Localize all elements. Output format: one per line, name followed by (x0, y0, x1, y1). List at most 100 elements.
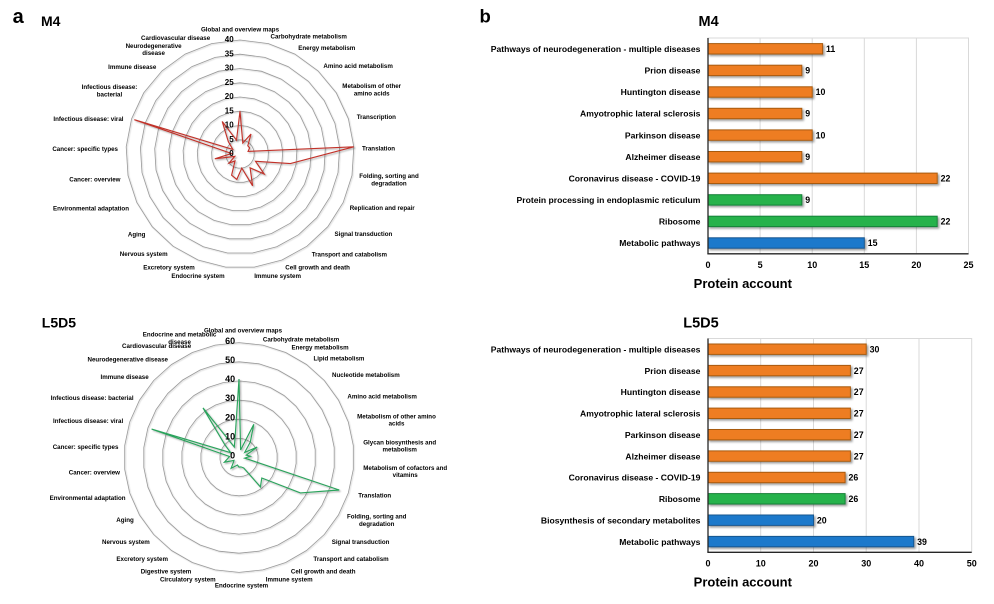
svg-text:10: 10 (816, 87, 826, 97)
svg-text:26: 26 (849, 494, 859, 504)
svg-text:a: a (13, 6, 25, 28)
svg-text:Environmental adaptation: Environmental adaptation (53, 205, 129, 212)
svg-text:Metabolic pathways: Metabolic pathways (619, 537, 700, 547)
svg-text:27: 27 (854, 430, 864, 440)
svg-text:Immune disease: Immune disease (101, 374, 150, 381)
svg-text:Cancer: overview: Cancer: overview (69, 176, 120, 183)
svg-text:Nervous system: Nervous system (120, 251, 168, 258)
svg-text:20: 20 (911, 260, 921, 270)
svg-text:40: 40 (225, 374, 235, 384)
svg-text:Prion disease: Prion disease (645, 66, 701, 76)
svg-text:30: 30 (870, 344, 880, 354)
svg-text:Cancer: overview: Cancer: overview (69, 470, 120, 477)
svg-text:b: b (480, 6, 491, 27)
svg-text:L5D5: L5D5 (42, 315, 76, 331)
svg-text:Parkinson disease: Parkinson disease (625, 430, 701, 440)
svg-text:Energy metabolism: Energy metabolism (292, 345, 350, 352)
svg-text:Amyotrophic lateral sclerosis: Amyotrophic lateral sclerosis (580, 409, 701, 419)
svg-text:L5D5: L5D5 (683, 316, 718, 332)
svg-text:Global and overview maps: Global and overview maps (201, 27, 280, 34)
svg-text:11: 11 (826, 44, 835, 54)
svg-text:20: 20 (817, 515, 827, 525)
svg-text:Energy metabolism: Energy metabolism (298, 45, 356, 52)
svg-text:27: 27 (854, 451, 864, 461)
svg-text:40: 40 (914, 559, 924, 569)
svg-text:Endocrine system: Endocrine system (171, 273, 225, 280)
svg-text:30: 30 (225, 393, 235, 403)
svg-text:20: 20 (225, 92, 234, 101)
svg-text:20: 20 (225, 412, 235, 422)
svg-text:Nervous system: Nervous system (102, 539, 150, 546)
svg-text:Transport and catabolism: Transport and catabolism (313, 556, 389, 563)
svg-text:9: 9 (805, 66, 810, 76)
svg-text:Circulatory system: Circulatory system (160, 577, 216, 584)
svg-text:Infectious disease:bacterial: Infectious disease: bacterial (82, 84, 138, 98)
svg-text:15: 15 (868, 238, 878, 248)
svg-text:Cancer: specific types: Cancer: specific types (52, 146, 118, 153)
svg-text:0: 0 (705, 559, 710, 569)
svg-text:39: 39 (917, 537, 927, 547)
svg-text:Coronavirus disease - COVID-19: Coronavirus disease - COVID-19 (569, 473, 701, 483)
svg-text:22: 22 (941, 174, 951, 184)
svg-text:M4: M4 (41, 13, 61, 29)
svg-text:Prion disease: Prion disease (645, 366, 701, 376)
svg-text:50: 50 (967, 559, 977, 569)
svg-text:Digestive system: Digestive system (141, 568, 192, 575)
svg-text:Amino acid metabolism: Amino acid metabolism (347, 394, 417, 401)
svg-text:Immune system: Immune system (266, 577, 313, 584)
svg-text:Environmental adaptation: Environmental adaptation (50, 495, 126, 502)
svg-text:15: 15 (859, 260, 869, 270)
svg-text:Protein account: Protein account (694, 276, 793, 291)
svg-text:5: 5 (758, 260, 763, 270)
svg-text:20: 20 (808, 559, 818, 569)
svg-text:Protein account: Protein account (694, 575, 793, 590)
svg-text:M4: M4 (699, 14, 719, 30)
svg-text:Global and overview maps: Global and overview maps (204, 328, 283, 335)
svg-text:60: 60 (225, 336, 235, 346)
svg-text:Alzheimer disease: Alzheimer disease (625, 451, 700, 461)
svg-text:Infectious disease: viral: Infectious disease: viral (53, 116, 123, 123)
svg-text:Transport and catabolism: Transport and catabolism (312, 252, 388, 259)
svg-text:Endocrine system: Endocrine system (215, 583, 269, 590)
svg-text:Pathways of neurodegeneration: Pathways of neurodegeneration - multiple… (491, 344, 701, 354)
svg-text:Lipid metabolism: Lipid metabolism (314, 356, 365, 363)
svg-text:Pathways of neurodegeneration: Pathways of neurodegeneration - multiple… (491, 44, 701, 54)
svg-text:Aging: Aging (116, 517, 134, 524)
svg-text:5: 5 (229, 135, 234, 144)
svg-text:Neurodegenerative disease: Neurodegenerative disease (88, 356, 169, 363)
svg-text:Huntington disease: Huntington disease (621, 387, 701, 397)
svg-text:Coronavirus disease - COVID-19: Coronavirus disease - COVID-19 (569, 174, 701, 184)
svg-text:Aging: Aging (128, 231, 146, 238)
svg-text:30: 30 (225, 64, 234, 73)
svg-text:Infectious disease: bacterial: Infectious disease: bacterial (51, 395, 134, 402)
svg-text:Amyotrophic lateral sclerosis: Amyotrophic lateral sclerosis (580, 109, 701, 119)
svg-text:35: 35 (225, 50, 234, 59)
svg-text:Protein processing in endoplas: Protein processing in endoplasmic reticu… (517, 195, 701, 205)
svg-text:Biosynthesis of secondary meta: Biosynthesis of secondary metabolites (541, 515, 701, 525)
svg-text:Alzheimer disease: Alzheimer disease (625, 152, 700, 162)
svg-text:10: 10 (225, 121, 234, 130)
svg-text:50: 50 (225, 355, 235, 365)
svg-text:9: 9 (805, 195, 810, 205)
svg-text:Infectious disease: viral: Infectious disease: viral (53, 418, 123, 425)
svg-text:Excretory system: Excretory system (143, 265, 195, 272)
svg-text:25: 25 (225, 78, 234, 87)
svg-text:10: 10 (756, 559, 766, 569)
svg-text:Ribosome: Ribosome (659, 494, 701, 504)
svg-text:Replication and repair: Replication and repair (350, 205, 416, 212)
svg-text:Carbohydrate metabolism: Carbohydrate metabolism (271, 34, 348, 41)
svg-text:0: 0 (230, 451, 235, 461)
svg-text:Immune disease: Immune disease (108, 64, 157, 71)
svg-text:Immune system: Immune system (254, 273, 301, 280)
svg-text:9: 9 (805, 109, 810, 119)
svg-text:Cardiovascular disease: Cardiovascular disease (122, 343, 192, 350)
svg-text:Huntington disease: Huntington disease (621, 87, 701, 97)
svg-text:27: 27 (854, 387, 864, 397)
svg-text:Translation: Translation (362, 146, 395, 153)
